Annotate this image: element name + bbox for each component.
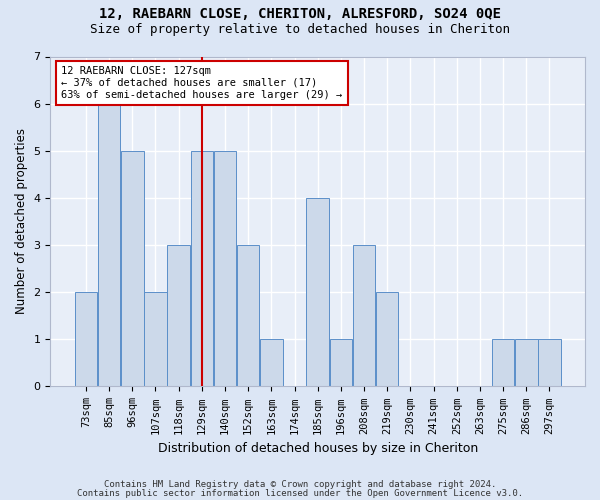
Bar xyxy=(538,340,561,386)
Text: Contains public sector information licensed under the Open Government Licence v3: Contains public sector information licen… xyxy=(77,490,523,498)
Bar xyxy=(167,245,190,386)
Text: 12 RAEBARN CLOSE: 127sqm
← 37% of detached houses are smaller (17)
63% of semi-d: 12 RAEBARN CLOSE: 127sqm ← 37% of detach… xyxy=(61,66,343,100)
Bar xyxy=(515,340,538,386)
Text: 12, RAEBARN CLOSE, CHERITON, ALRESFORD, SO24 0QE: 12, RAEBARN CLOSE, CHERITON, ALRESFORD, … xyxy=(99,8,501,22)
Bar xyxy=(191,151,213,386)
Bar xyxy=(307,198,329,386)
Bar xyxy=(144,292,167,386)
Bar xyxy=(98,104,121,387)
Bar xyxy=(329,340,352,386)
Text: Size of property relative to detached houses in Cheriton: Size of property relative to detached ho… xyxy=(90,22,510,36)
X-axis label: Distribution of detached houses by size in Cheriton: Distribution of detached houses by size … xyxy=(158,442,478,455)
Bar xyxy=(492,340,514,386)
Bar xyxy=(260,340,283,386)
Bar xyxy=(376,292,398,386)
Text: Contains HM Land Registry data © Crown copyright and database right 2024.: Contains HM Land Registry data © Crown c… xyxy=(104,480,496,489)
Bar xyxy=(353,245,375,386)
Bar xyxy=(121,151,143,386)
Bar xyxy=(237,245,259,386)
Bar xyxy=(75,292,97,386)
Y-axis label: Number of detached properties: Number of detached properties xyxy=(15,128,28,314)
Bar xyxy=(214,151,236,386)
